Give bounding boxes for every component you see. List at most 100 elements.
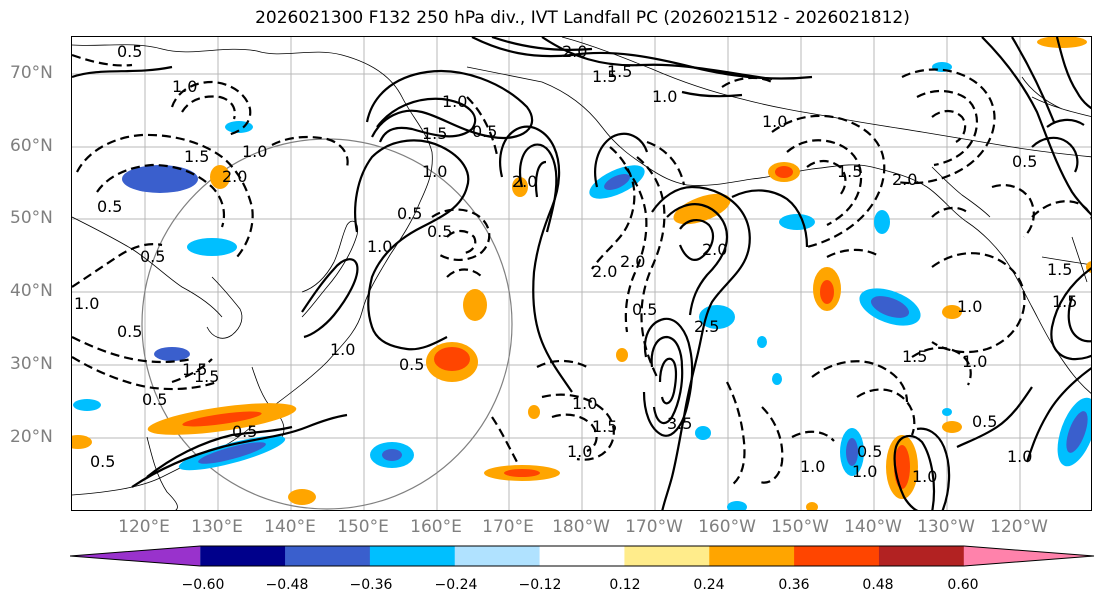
contour-label: 2.0 bbox=[892, 170, 917, 189]
contour-label: 1.0 bbox=[367, 237, 392, 256]
contour-label: 1.0 bbox=[800, 457, 825, 476]
contour-label: 0.5 bbox=[90, 452, 115, 471]
divergence-shading bbox=[72, 37, 1091, 510]
contour-label: 1.5 bbox=[422, 124, 447, 143]
lon-label-140e: 140°E bbox=[264, 517, 316, 537]
colorbar-tick-label: 0.24 bbox=[693, 577, 725, 593]
colorbar-segment bbox=[200, 546, 286, 566]
contour-label: 1.0 bbox=[172, 77, 197, 96]
colorbar-tick-label: 0.12 bbox=[609, 577, 641, 593]
lon-label-120e: 120°E bbox=[118, 517, 170, 537]
contour-label: 1.5 bbox=[1052, 292, 1077, 311]
contour-label: 1.5 bbox=[182, 360, 207, 379]
colorbar-tick-label: 0.60 bbox=[947, 577, 979, 593]
colorbar-tick-label: −0.24 bbox=[434, 577, 478, 593]
contour-label: 1.0 bbox=[242, 142, 267, 161]
contour-label: 1.5 bbox=[902, 347, 927, 366]
map-panel: 2.0 1.5 1.0 1.5 2.0 1.0 0.5 1.0 0.5 0.5 … bbox=[71, 36, 1092, 511]
colorbar-segment bbox=[369, 546, 456, 566]
lon-label-160w: 160°W bbox=[698, 517, 756, 537]
contour-label: 1.5 bbox=[194, 367, 219, 386]
contour-label: 2.0 bbox=[620, 252, 645, 271]
contour-label: 1.0 bbox=[652, 87, 677, 106]
lat-label-20n: 20°N bbox=[10, 427, 53, 447]
lon-label-140w: 140°W bbox=[844, 517, 902, 537]
contour-label: 1.5 bbox=[837, 162, 862, 181]
colorbar-tick-label: −0.36 bbox=[349, 577, 393, 593]
contour-label: 0.5 bbox=[397, 204, 422, 223]
contour-label: 1.0 bbox=[74, 294, 99, 313]
contour-label: 1.0 bbox=[442, 92, 467, 111]
colorbar-segment bbox=[709, 546, 795, 566]
contour-label: 1.0 bbox=[762, 112, 787, 131]
colorbar-tick-label: 0.36 bbox=[778, 577, 810, 593]
lat-label-60n: 60°N bbox=[10, 136, 53, 156]
contour-label: 0.5 bbox=[232, 422, 257, 441]
map-canvas: 2.0 1.5 1.0 1.5 2.0 1.0 0.5 1.0 0.5 0.5 … bbox=[72, 37, 1091, 510]
contour-label: 2.5 bbox=[694, 317, 719, 336]
contour-label: 0.5 bbox=[140, 247, 165, 266]
colorbar-segment bbox=[285, 546, 371, 566]
colorbar-segment bbox=[878, 546, 965, 566]
contour-label: 1.0 bbox=[572, 394, 597, 413]
colorbar-tick-label: 0.48 bbox=[862, 577, 894, 593]
colorbar-segment bbox=[624, 546, 710, 566]
colorbar-segment bbox=[794, 546, 880, 566]
contour-label: 0.5 bbox=[427, 222, 452, 241]
lon-label-180w: 180°W bbox=[552, 517, 610, 537]
colorbar bbox=[70, 545, 1095, 567]
colorbar-tick-label: −0.48 bbox=[265, 577, 309, 593]
contour-label: 1.0 bbox=[567, 442, 592, 461]
lat-label-40n: 40°N bbox=[10, 281, 53, 301]
contour-label: 2.0 bbox=[512, 172, 537, 191]
colorbar-outline bbox=[70, 545, 1095, 567]
colorbar-extend-high bbox=[963, 546, 1094, 566]
colorbar-extend-low bbox=[70, 546, 201, 566]
contour-label: 1.0 bbox=[962, 352, 987, 371]
lat-label-30n: 30°N bbox=[10, 354, 53, 374]
positive-contours bbox=[72, 37, 1091, 510]
contour-label: 1.0 bbox=[912, 467, 937, 486]
colorbar-tick-label: −0.60 bbox=[181, 577, 225, 593]
contour-label: 2.0 bbox=[562, 42, 587, 61]
contour-label: 0.5 bbox=[399, 355, 424, 374]
lon-label-170e: 170°E bbox=[482, 517, 534, 537]
contour-label: 0.5 bbox=[857, 442, 882, 461]
contour-label: 2.0 bbox=[592, 262, 617, 281]
contour-label: 1.0 bbox=[1007, 447, 1032, 466]
lon-label-160e: 160°E bbox=[410, 517, 462, 537]
lon-label-170w: 170°W bbox=[625, 517, 683, 537]
contour-label: 2.0 bbox=[222, 167, 247, 186]
contour-label: 1.5 bbox=[1047, 260, 1072, 279]
contour-label: 0.5 bbox=[117, 42, 142, 61]
contour-label: 1.0 bbox=[957, 297, 982, 316]
map-title: 2026021300 F132 250 hPa div., IVT Landfa… bbox=[255, 8, 910, 28]
contour-label: 0.5 bbox=[97, 197, 122, 216]
colorbar-tick-label: −0.12 bbox=[518, 577, 562, 593]
lon-label-120w: 120°W bbox=[990, 517, 1048, 537]
contour-label: 1.0 bbox=[852, 462, 877, 481]
colorbar-segment bbox=[454, 546, 541, 566]
contour-label: 0.5 bbox=[472, 122, 497, 141]
contour-label: 1.0 bbox=[330, 340, 355, 359]
lat-label-70n: 70°N bbox=[10, 63, 53, 83]
contour-label: 1.0 bbox=[422, 162, 447, 181]
contour-label: 1.5 bbox=[592, 417, 617, 436]
contour-label: 1.5 bbox=[607, 62, 632, 81]
contour-label: 0.5 bbox=[1012, 152, 1037, 171]
lon-label-130e: 130°E bbox=[191, 517, 243, 537]
contour-label: 0.5 bbox=[972, 412, 997, 431]
contour-label: 0.5 bbox=[632, 300, 657, 319]
negative-contours bbox=[72, 53, 1091, 486]
colorbar-segment bbox=[539, 546, 625, 566]
contour-label: 0.5 bbox=[117, 322, 142, 341]
lon-label-150e: 150°E bbox=[337, 517, 389, 537]
lat-label-50n: 50°N bbox=[10, 208, 53, 228]
contour-label: 2.0 bbox=[702, 240, 727, 259]
contour-label: 1.5 bbox=[592, 67, 617, 86]
contour-label: 3.5 bbox=[667, 414, 692, 433]
contour-labels: 2.0 1.5 1.0 1.5 2.0 1.0 0.5 1.0 0.5 0.5 … bbox=[74, 42, 1077, 486]
lon-label-150w: 150°W bbox=[771, 517, 829, 537]
contour-label: 0.5 bbox=[142, 390, 167, 409]
contour-label: 1.5 bbox=[184, 147, 209, 166]
